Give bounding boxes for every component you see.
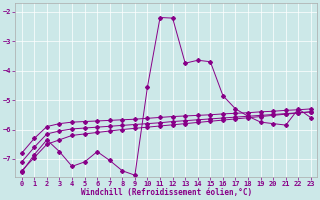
X-axis label: Windchill (Refroidissement éolien,°C): Windchill (Refroidissement éolien,°C): [81, 188, 252, 197]
